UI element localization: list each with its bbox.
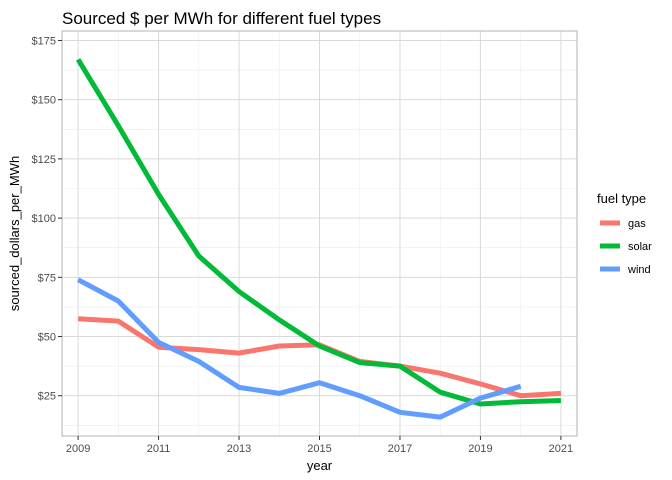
x-tick-label: 2015 [307,443,331,455]
legend-title: fuel type [597,191,646,206]
y-axis-title: sourced_dollars_per_MWh [7,156,22,311]
x-tick-label: 2013 [227,443,251,455]
legend: fuel type gas solar wind [597,191,652,276]
legend-label-solar: solar [628,241,652,253]
y-tick-label: $100 [32,213,56,225]
y-tick-label: $175 [32,35,56,47]
chart-title: Sourced $ per MWh for different fuel typ… [62,9,381,28]
x-tick-label: 2011 [147,443,171,455]
grid [62,31,577,436]
x-tick-label: 2009 [66,443,90,455]
y-tick-label: $125 [32,154,56,166]
y-tick-label: $50 [38,332,56,344]
y-tick-label: $150 [32,95,56,107]
x-tick-label: 2017 [388,443,412,455]
series-line-solar [75,58,561,407]
x-tick-label: 2021 [549,443,573,455]
legend-label-wind: wind [627,264,651,276]
legend-label-gas: gas [628,218,646,230]
x-tick-label: 2019 [468,443,492,455]
y-tick-label: $75 [38,272,56,284]
x-axis-title: year [307,458,333,473]
y-tick-label: $25 [38,391,56,403]
series-layer [75,58,562,420]
series-line-wind [76,277,522,420]
axes: 2009 2011 2013 2015 2017 2019 2021 $25 $50 $75 $10… [32,35,574,455]
